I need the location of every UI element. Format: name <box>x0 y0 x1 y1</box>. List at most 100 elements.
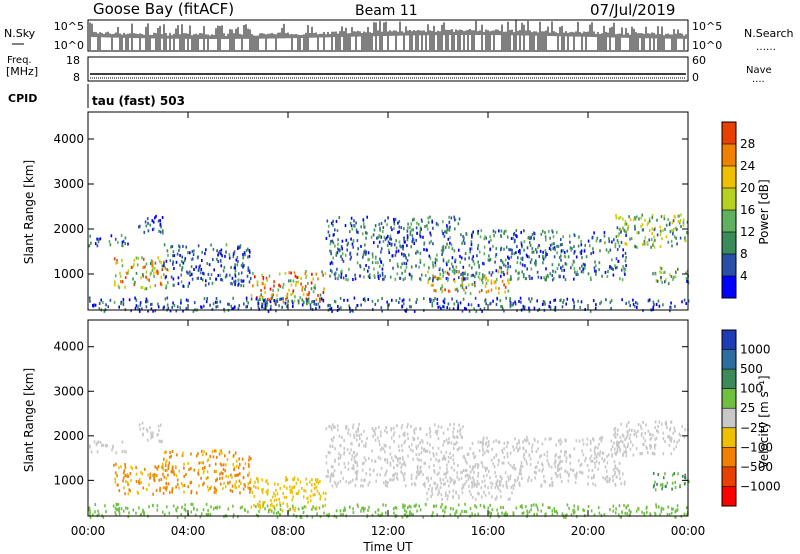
heatmap-cell <box>410 265 413 269</box>
heatmap-cell <box>124 463 126 466</box>
heatmap-cell <box>617 241 620 245</box>
heatmap-cell <box>568 506 570 510</box>
heatmap-cell <box>144 467 146 471</box>
heatmap-cell <box>337 242 339 246</box>
heatmap-cell <box>125 506 127 510</box>
heatmap-cell <box>329 477 332 481</box>
heatmap-cell <box>494 280 497 284</box>
heatmap-cell <box>151 264 154 268</box>
heatmap-cell <box>643 513 646 517</box>
heatmap-cell <box>562 301 564 304</box>
heatmap-cell <box>115 462 117 466</box>
heatmap-cell <box>405 484 407 488</box>
heatmap-cell <box>559 475 562 479</box>
heatmap-cell <box>651 232 653 235</box>
heatmap-cell <box>242 265 244 269</box>
heatmap-cell <box>620 482 623 486</box>
heatmap-cell <box>124 492 126 496</box>
heatmap-cell <box>158 259 161 263</box>
power-cells <box>88 213 690 313</box>
heatmap-cell <box>601 457 603 461</box>
heatmap-cell <box>484 484 486 488</box>
heatmap-cell <box>261 488 263 492</box>
heatmap-cell <box>146 300 148 304</box>
heatmap-cell <box>471 234 473 238</box>
heatmap-cell <box>448 437 450 441</box>
heatmap-cell <box>563 268 565 272</box>
heatmap-cell <box>165 476 168 480</box>
heatmap-cell <box>489 512 492 516</box>
heatmap-cell <box>492 440 495 444</box>
heatmap-cell <box>684 239 687 243</box>
heatmap-cell <box>528 442 530 445</box>
heatmap-cell <box>627 431 629 435</box>
heatmap-cell <box>292 305 294 308</box>
heatmap-cell <box>407 422 409 426</box>
heatmap-cell <box>674 429 676 433</box>
heatmap-cell <box>97 509 99 513</box>
heatmap-cell <box>224 454 226 458</box>
heatmap-cell <box>269 300 272 304</box>
heatmap-cell <box>589 244 591 248</box>
x-tick-label: 12:00 <box>371 524 406 538</box>
heatmap-cell <box>661 237 663 241</box>
heatmap-cell <box>434 261 437 265</box>
heatmap-cell <box>474 275 476 279</box>
heatmap-cell <box>473 470 475 474</box>
heatmap-cell <box>480 229 483 233</box>
heatmap-cell <box>660 278 662 282</box>
heatmap-cell <box>512 302 515 305</box>
heatmap-cell <box>374 460 377 464</box>
heatmap-cell <box>328 512 330 516</box>
heatmap-cell <box>422 473 424 477</box>
heatmap-cell <box>580 462 583 466</box>
heatmap-cell <box>403 434 406 437</box>
heatmap-cell <box>362 218 365 222</box>
heatmap-cell <box>190 265 193 269</box>
heatmap-cell <box>329 262 332 266</box>
heatmap-cell <box>437 425 440 429</box>
heatmap-cell <box>248 249 251 253</box>
heatmap-cell <box>496 495 498 499</box>
heatmap-cell <box>294 295 296 299</box>
heatmap-cell <box>269 307 272 311</box>
heatmap-cell <box>332 465 334 469</box>
heatmap-cell <box>442 245 445 249</box>
heatmap-cell <box>459 254 461 258</box>
heatmap-cell <box>464 459 467 463</box>
heatmap-cell <box>337 238 339 242</box>
heatmap-cell <box>389 478 391 482</box>
heatmap-cell <box>222 463 225 467</box>
heatmap-cell <box>166 296 169 300</box>
heatmap-cell <box>161 268 164 272</box>
heatmap-cell <box>129 489 131 493</box>
heatmap-cell <box>670 511 673 515</box>
heatmap-cell <box>543 474 545 478</box>
heatmap-cell <box>411 234 414 238</box>
heatmap-cell <box>394 506 397 509</box>
heatmap-cell <box>554 270 557 274</box>
heatmap-cell <box>408 272 411 276</box>
heatmap-cell <box>384 473 386 477</box>
heatmap-cell <box>575 515 578 519</box>
heatmap-cell <box>451 269 454 273</box>
heatmap-cell <box>494 497 497 501</box>
heatmap-cell <box>362 506 364 510</box>
heatmap-cell <box>149 476 151 480</box>
heatmap-cell <box>496 508 498 512</box>
heatmap-cell <box>416 231 418 235</box>
heatmap-cell <box>253 495 256 498</box>
heatmap-cell <box>523 229 525 233</box>
heatmap-cell <box>670 507 673 511</box>
heatmap-cell <box>405 510 408 514</box>
heatmap-cell <box>519 466 522 470</box>
heatmap-cell <box>460 284 462 288</box>
heatmap-cell <box>580 471 583 475</box>
heatmap-cell <box>388 251 390 254</box>
heatmap-cell <box>215 479 217 483</box>
heatmap-cell <box>122 302 125 306</box>
heatmap-cell <box>547 462 550 466</box>
heatmap-cell <box>299 480 302 484</box>
heatmap-cell <box>414 504 417 508</box>
heatmap-cell <box>598 268 600 272</box>
